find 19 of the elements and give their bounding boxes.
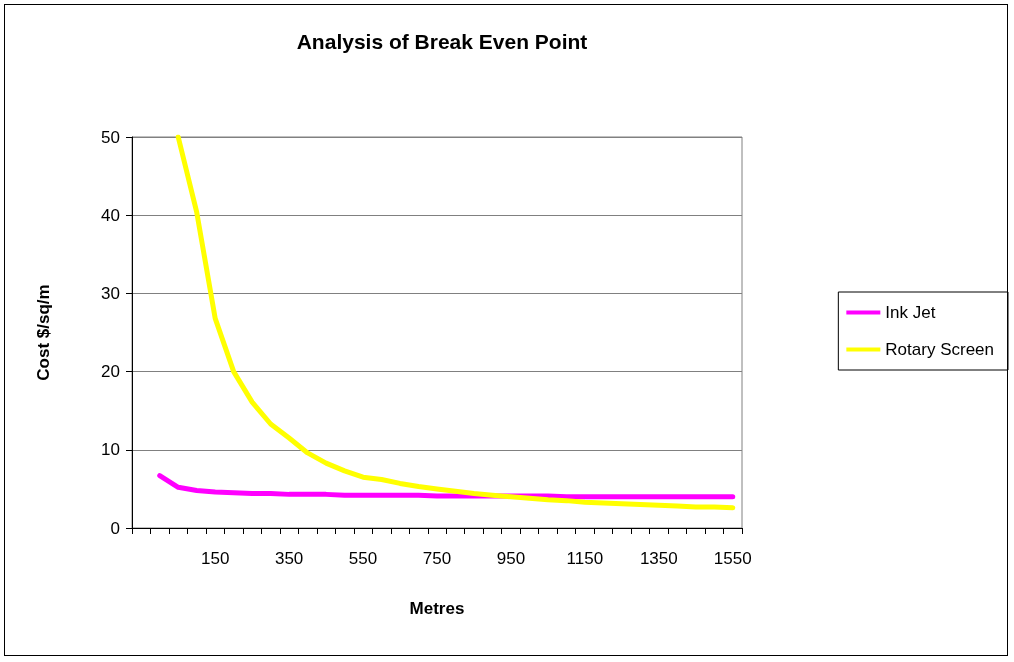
x-tick-label: 750 [422, 549, 452, 568]
x-axis-title: Metres [409, 599, 465, 618]
x-tick-label: 950 [496, 549, 526, 568]
y-tick-label: 40 [101, 205, 120, 225]
y-tick-label: 10 [101, 440, 120, 460]
x-tick-label: 1550 [713, 549, 752, 568]
x-tick-label: 150 [200, 549, 230, 568]
legend-label: Ink Jet [885, 303, 936, 322]
x-tick-label: 1150 [566, 549, 604, 568]
y-tick-label: 0 [110, 518, 120, 538]
x-tick-label: 1350 [639, 549, 678, 568]
y-tick-label: 50 [101, 127, 120, 147]
y-tick-label: 20 [101, 362, 120, 382]
x-tick-label: 550 [348, 549, 378, 568]
chart-title: Analysis of Break Even Point [296, 30, 588, 53]
x-tick-label: 350 [274, 549, 304, 568]
y-axis-title: Cost $/sq/m [34, 284, 53, 381]
legend-label: Rotary Screen [885, 340, 995, 359]
y-tick-label: 30 [101, 283, 120, 303]
